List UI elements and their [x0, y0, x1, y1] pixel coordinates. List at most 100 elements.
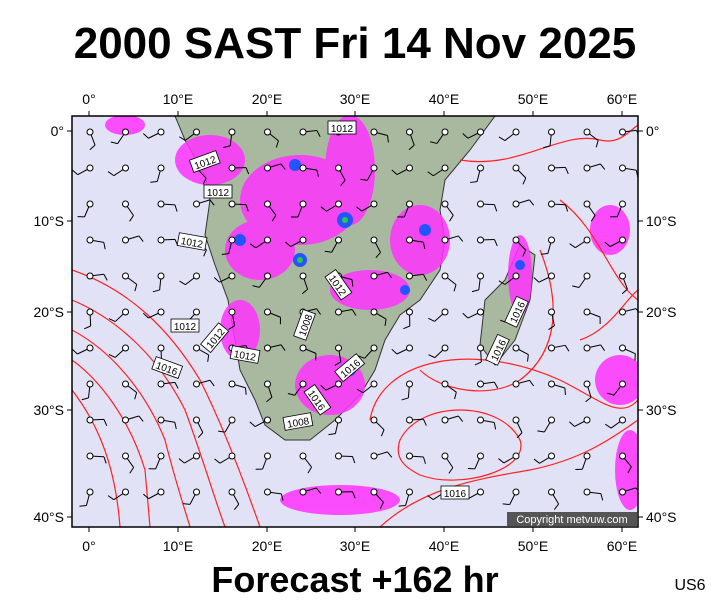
- barb-station: [549, 453, 555, 459]
- barb-station: [620, 237, 626, 243]
- barb-station: [158, 237, 164, 243]
- barb-station: [300, 165, 306, 171]
- barb-station: [478, 453, 484, 459]
- barb-station: [407, 309, 413, 315]
- barb-station: [336, 201, 342, 207]
- barb-station: [87, 453, 93, 459]
- barb-station: [300, 237, 306, 243]
- barb-station: [407, 165, 413, 171]
- barb-station: [549, 201, 555, 207]
- barb-feather: [503, 504, 510, 505]
- barb-station: [87, 345, 93, 351]
- barb-station: [123, 489, 129, 495]
- barb-station: [620, 273, 626, 279]
- barb-station: [265, 345, 271, 351]
- barb-station: [513, 201, 519, 207]
- barb-station: [549, 489, 555, 495]
- barb-station: [300, 381, 306, 387]
- barb-station: [620, 453, 626, 459]
- barb-station: [229, 129, 235, 135]
- barb-station: [158, 309, 164, 315]
- barb-station: [87, 381, 93, 387]
- barb-station: [442, 453, 448, 459]
- barb-station: [194, 489, 200, 495]
- barb-station: [478, 165, 484, 171]
- barb-station: [194, 381, 200, 387]
- barb-feather: [399, 505, 406, 506]
- barb-station: [229, 165, 235, 171]
- lat-label-right: 30°S: [646, 402, 677, 418]
- barb-station: [584, 381, 590, 387]
- barb-station: [87, 237, 93, 243]
- barb-station: [229, 417, 235, 423]
- barb-station: [265, 489, 271, 495]
- barb-station: [194, 129, 200, 135]
- barb-station: [123, 237, 129, 243]
- barb-station: [229, 489, 235, 495]
- barb-station: [549, 381, 555, 387]
- barb-station: [620, 129, 626, 135]
- barb-station: [513, 129, 519, 135]
- barb-station: [478, 273, 484, 279]
- barb-station: [194, 417, 200, 423]
- barb-station: [87, 309, 93, 315]
- lat-label-right: 0°: [646, 123, 659, 139]
- barb-station: [265, 273, 271, 279]
- barb-station: [442, 273, 448, 279]
- barb-station: [158, 489, 164, 495]
- barb-station: [265, 309, 271, 315]
- barb-station: [123, 309, 129, 315]
- barb-station: [371, 417, 377, 423]
- barb-station: [87, 129, 93, 135]
- lon-label-top: 0°: [82, 91, 95, 107]
- lat-label-left: 40°S: [33, 509, 64, 525]
- barb-station: [123, 381, 129, 387]
- barb-station: [371, 309, 377, 315]
- barb-station: [300, 453, 306, 459]
- barb-station: [549, 237, 555, 243]
- barb-station: [442, 345, 448, 351]
- barb-station: [371, 201, 377, 207]
- isobar-label-text: 1012: [174, 322, 197, 333]
- barb-station: [442, 201, 448, 207]
- barb-station: [300, 345, 306, 351]
- barb-station: [158, 165, 164, 171]
- barb-station: [158, 273, 164, 279]
- lon-label-top: 40°E: [429, 91, 460, 107]
- barb-station: [123, 417, 129, 423]
- barb-station: [300, 201, 306, 207]
- lat-label-right: 40°S: [646, 509, 677, 525]
- barb-station: [158, 381, 164, 387]
- barb-station: [620, 201, 626, 207]
- barb-station: [442, 309, 448, 315]
- barb-feather: [565, 388, 566, 395]
- map-area: [72, 115, 645, 527]
- barb-station: [371, 165, 377, 171]
- isobar-label: 1012: [204, 185, 232, 199]
- barb-station: [229, 381, 235, 387]
- barb-station: [123, 453, 129, 459]
- barb-station: [158, 417, 164, 423]
- barb-station: [478, 345, 484, 351]
- lon-label-top: 30°E: [340, 91, 371, 107]
- barb-station: [442, 237, 448, 243]
- barb-station: [478, 237, 484, 243]
- barb-station: [584, 309, 590, 315]
- barb-station: [584, 417, 590, 423]
- lat-label-left: 30°S: [33, 402, 64, 418]
- barb-station: [584, 489, 590, 495]
- barb-station: [620, 309, 626, 315]
- barb-station: [300, 129, 306, 135]
- barb-station: [229, 273, 235, 279]
- barb-station: [265, 381, 271, 387]
- isobar-label-text: 1016: [444, 489, 467, 500]
- lon-label-bottom: 30°E: [340, 538, 371, 554]
- barb-station: [584, 453, 590, 459]
- barb-station: [584, 345, 590, 351]
- lon-label-bottom: 50°E: [518, 538, 549, 554]
- barb-station: [87, 201, 93, 207]
- lat-label-left: 0°: [51, 123, 64, 139]
- barb-station: [549, 165, 555, 171]
- barb-station: [513, 273, 519, 279]
- isobar-label-text: 1012: [207, 188, 230, 199]
